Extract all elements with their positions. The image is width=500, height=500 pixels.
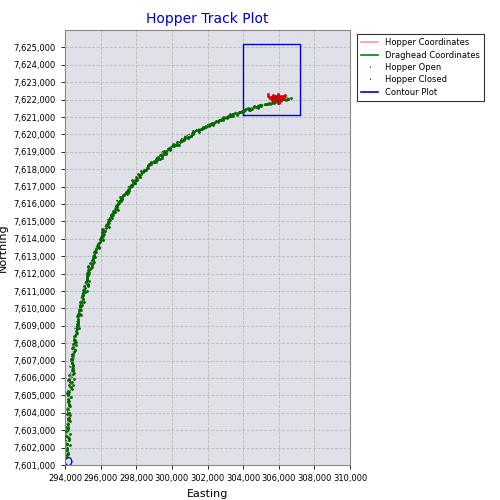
X-axis label: Easting: Easting <box>187 488 228 498</box>
Title: Hopper Track Plot: Hopper Track Plot <box>146 12 269 26</box>
Legend: Hopper Coordinates, Draghead Coordinates, Hopper Open, Hopper Closed, Contour Pl: Hopper Coordinates, Draghead Coordinates… <box>357 34 484 101</box>
Y-axis label: Northing: Northing <box>0 223 8 272</box>
